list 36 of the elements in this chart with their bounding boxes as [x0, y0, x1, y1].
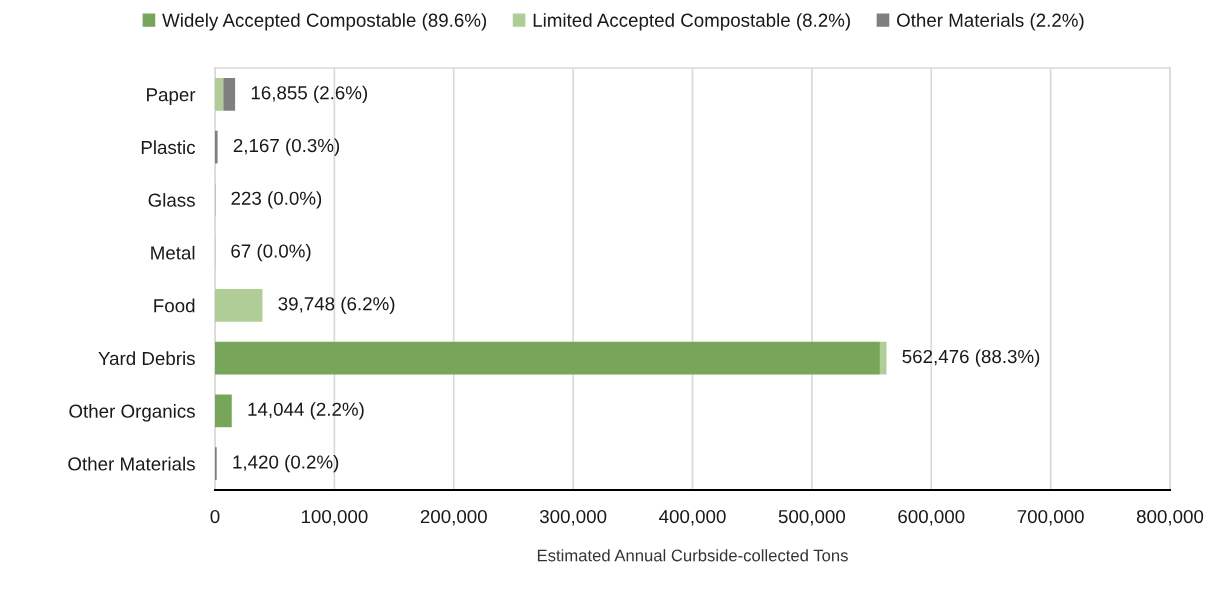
total-label: 39,748 (6.2%)	[278, 296, 395, 315]
y-tick-label: Plastic	[141, 140, 196, 155]
y-tick-label: Metal	[151, 245, 195, 260]
bar	[215, 130, 218, 164]
y-tick-label: Yard Debris	[98, 351, 195, 366]
y-tick-label: Paper	[147, 88, 196, 106]
x-tick-label: 400,000	[659, 509, 726, 526]
total-label: 223 (0.0%)	[231, 191, 322, 209]
total-label: 562,476 (88.3%)	[902, 349, 1040, 367]
legend-label: Widely Accepted Compostable (89.6%)	[162, 13, 487, 31]
x-axis-title: Estimated Annual Curbside-collected Tons	[537, 549, 848, 562]
x-tick-label: 100,000	[301, 509, 368, 526]
legend-label: Other Materials (2.2%)	[896, 13, 1084, 31]
legend-label: Limited Accepted Compostable (8.2%)	[533, 13, 850, 31]
x-tick-label: 200,000	[420, 509, 487, 526]
total-label: 16,855 (2.6%)	[251, 85, 368, 104]
total-label: 14,044 (2.2%)	[248, 402, 364, 420]
bar	[215, 394, 232, 428]
bar	[215, 289, 263, 322]
total-label: 67 (0.0%)	[231, 243, 311, 262]
y-tick-label: Food	[154, 298, 195, 313]
bar	[215, 341, 880, 375]
total-label: 2,167 (0.3%)	[233, 138, 340, 156]
x-tick-label: 700,000	[1017, 509, 1084, 526]
y-tick-label: Other Materials	[68, 456, 195, 471]
x-tick-label: 800,000	[1136, 509, 1204, 526]
x-tick-label: 0	[210, 509, 220, 524]
bar	[879, 341, 887, 375]
x-tick-label: 300,000	[539, 509, 607, 526]
x-tick-label: 600,000	[898, 509, 965, 526]
x-tick-label: 500,000	[778, 509, 846, 526]
bar	[215, 78, 224, 111]
bar	[223, 78, 236, 111]
y-tick-label: Other Organics	[69, 404, 195, 422]
y-tick-label: Glass	[148, 193, 195, 207]
total-label: 1,420 (0.2%)	[233, 454, 339, 473]
